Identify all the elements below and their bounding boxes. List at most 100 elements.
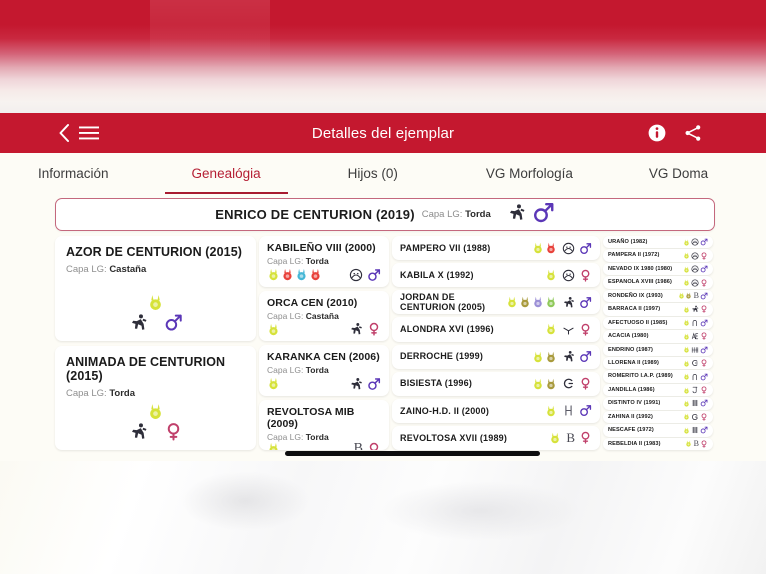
symbol-group xyxy=(691,373,708,381)
medal-group xyxy=(683,239,690,246)
medal-group xyxy=(683,427,690,434)
symbol-group xyxy=(691,305,708,314)
medal-icon xyxy=(683,239,690,246)
medal-icon xyxy=(683,386,690,394)
symbol-group xyxy=(691,386,708,394)
root-capa-value: Torda xyxy=(465,209,491,220)
medal-group xyxy=(683,266,690,273)
symbol-group xyxy=(691,265,708,273)
horse-name: NEVADO IX 1980 (1980) xyxy=(608,265,673,272)
symbol-group xyxy=(562,377,592,390)
pedigree-root-card[interactable]: ENRICO DE CENTURION (2019) Capa LG: Tord… xyxy=(55,198,715,231)
female-symbol-icon xyxy=(700,305,708,314)
disc-icon xyxy=(562,242,575,255)
pedigree-card-gg-grandparent[interactable]: REBELDIA II (1983) B xyxy=(603,437,713,450)
pedigree-card-great-grandparent[interactable]: ZAINO-H.D. II (2000) xyxy=(392,398,600,423)
medal-group xyxy=(267,323,280,336)
female-symbol-icon xyxy=(367,322,381,336)
tab-label: Hijos (0) xyxy=(347,166,398,181)
pedigree-card-gg-grandparent[interactable]: AFECTUOSO II (1985) xyxy=(603,316,713,330)
hh-glyph-icon xyxy=(691,346,699,354)
h-glyph-icon xyxy=(562,404,575,417)
pedigree-card-gg-grandparent[interactable]: RONDEÑO IX (1993) B xyxy=(603,289,713,303)
female-symbol-icon xyxy=(700,386,708,394)
medal-icon xyxy=(545,351,557,363)
symbol-group: B xyxy=(566,431,592,445)
symbol-group xyxy=(66,422,245,441)
symbol-group xyxy=(349,377,381,391)
tab-label: Genealógia xyxy=(191,166,261,181)
pedigree-card-gg-grandparent[interactable]: ZAHINA II (1992) xyxy=(603,410,713,424)
symbol-group xyxy=(562,242,592,255)
horse-rider-icon xyxy=(349,377,363,391)
medal-group xyxy=(683,400,690,407)
pedigree-card-gg-grandparent[interactable]: ROMERITO I.A.P. (1989) xyxy=(603,370,713,383)
horse-name: REVOLTOSA MIB (2009) xyxy=(267,405,355,430)
pedigree-card-great-grandparent[interactable]: JORDAN DE CENTURION (2005) xyxy=(392,290,600,315)
pedigree-card-great-grandparent[interactable]: PAMPERO VII (1988) xyxy=(392,236,600,261)
hamburger-menu-icon[interactable] xyxy=(79,125,99,141)
symbol-group xyxy=(691,426,708,434)
symbol-group xyxy=(349,268,381,282)
pedigree-card-gg-grandparent[interactable]: BARRACA II (1997) xyxy=(603,303,713,316)
disc-icon xyxy=(562,269,575,282)
tab-informacion[interactable]: Información xyxy=(38,153,109,194)
horse-rider-icon xyxy=(562,350,575,363)
pedigree-card-great-grandparent[interactable]: BISIESTA (1996) xyxy=(392,371,600,396)
curve-glyph-icon xyxy=(691,319,699,327)
symbol-group xyxy=(562,350,592,363)
male-symbol-icon xyxy=(700,292,708,300)
share-icon[interactable] xyxy=(684,124,702,142)
pedigree-card-great-grandparent[interactable]: REVOLTOSA XVII (1989) B xyxy=(392,425,600,450)
horse-name: AZOR DE CENTURION (2015) xyxy=(66,245,243,259)
pedigree-card-great-grandparent[interactable]: DERROCHE (1999) xyxy=(392,344,600,369)
pedigree-card-grandparent[interactable]: KABILEÑO VIII (2000) Capa LG: Torda xyxy=(259,236,389,287)
tab-hijos[interactable]: Hijos (0) xyxy=(348,153,398,194)
horse-rider-icon xyxy=(129,313,148,332)
tab-vg-morfologia[interactable]: VG Morfología xyxy=(486,153,573,194)
horse-name: ACACIA (1980) xyxy=(608,333,649,340)
pedigree-card-gg-grandparent[interactable]: NEVADO IX 1980 (1980) xyxy=(603,262,713,276)
medal-icon xyxy=(281,268,294,281)
pedigree-card-grandparent[interactable]: ORCA CEN (2010) Capa LG: Castaña xyxy=(259,290,389,341)
pedigree-card-parent[interactable]: AZOR DE CENTURION (2015) Capa LG: Castañ… xyxy=(55,236,256,341)
tab-vg-doma[interactable]: VG Doma xyxy=(649,153,708,194)
pedigree-card-gg-grandparent[interactable]: PAMPERA II (1972) xyxy=(603,249,713,262)
decorative-gradient-banner xyxy=(0,0,766,113)
pedigree-card-gg-grandparent[interactable]: ENDRINO (1987) xyxy=(603,343,713,356)
medal-icon xyxy=(309,268,322,281)
pedigree-card-gg-grandparent[interactable]: LLORENA II (1989) xyxy=(603,356,713,370)
pedigree-card-parent[interactable]: ANIMADA DE CENTURION (2015) Capa LG: Tor… xyxy=(55,345,256,450)
back-chevron-icon[interactable] xyxy=(58,123,70,143)
pedigree-card-gg-grandparent[interactable]: NESCAFE (1972) xyxy=(603,424,713,437)
medal-icon xyxy=(545,296,557,308)
pedigree-card-grandparent[interactable]: KARANKA CEN (2006) Capa LG: Torda xyxy=(259,345,389,396)
horse-name: URAÑO (1982) xyxy=(608,239,648,246)
medal-group xyxy=(545,269,557,281)
medal-icon xyxy=(267,377,280,390)
medal-icon xyxy=(545,323,557,335)
disc-icon xyxy=(349,268,363,282)
pedigree-card-grandparent[interactable]: REVOLTOSA MIB (2009) Capa LG: Torda B xyxy=(259,399,389,450)
symbol-group xyxy=(691,238,708,246)
male-symbol-icon xyxy=(532,201,555,229)
pedigree-card-gg-grandparent[interactable]: ESPANOLA XVIII (1986) xyxy=(603,276,713,289)
horse-name: DISTINTO IV (1991) xyxy=(608,400,661,407)
male-symbol-icon xyxy=(700,238,708,246)
info-icon[interactable] xyxy=(648,124,666,142)
pedigree-card-great-grandparent[interactable]: KABILA X (1992) xyxy=(392,263,600,288)
tab-genealogia[interactable]: Genealógia xyxy=(164,153,288,194)
horse-name: NESCAFE (1972) xyxy=(608,427,654,434)
horizontal-scrollbar[interactable] xyxy=(285,451,540,456)
male-symbol-icon xyxy=(579,404,592,417)
pedigree-card-gg-grandparent[interactable]: JANDILLA (1986) xyxy=(603,383,713,397)
horse-rider-icon xyxy=(691,305,699,313)
medal-group xyxy=(545,405,557,417)
medal-group xyxy=(506,296,557,308)
pedigree-card-gg-grandparent[interactable]: ACACIA (1980) xyxy=(603,330,713,343)
medal-icon xyxy=(683,306,690,313)
medal-group xyxy=(545,323,557,335)
pedigree-card-gg-grandparent[interactable]: DISTINTO IV (1991) xyxy=(603,397,713,410)
pedigree-card-great-grandparent[interactable]: ALONDRA XVI (1996) xyxy=(392,317,600,342)
pedigree-card-gg-grandparent[interactable]: URAÑO (1982) xyxy=(603,236,713,249)
